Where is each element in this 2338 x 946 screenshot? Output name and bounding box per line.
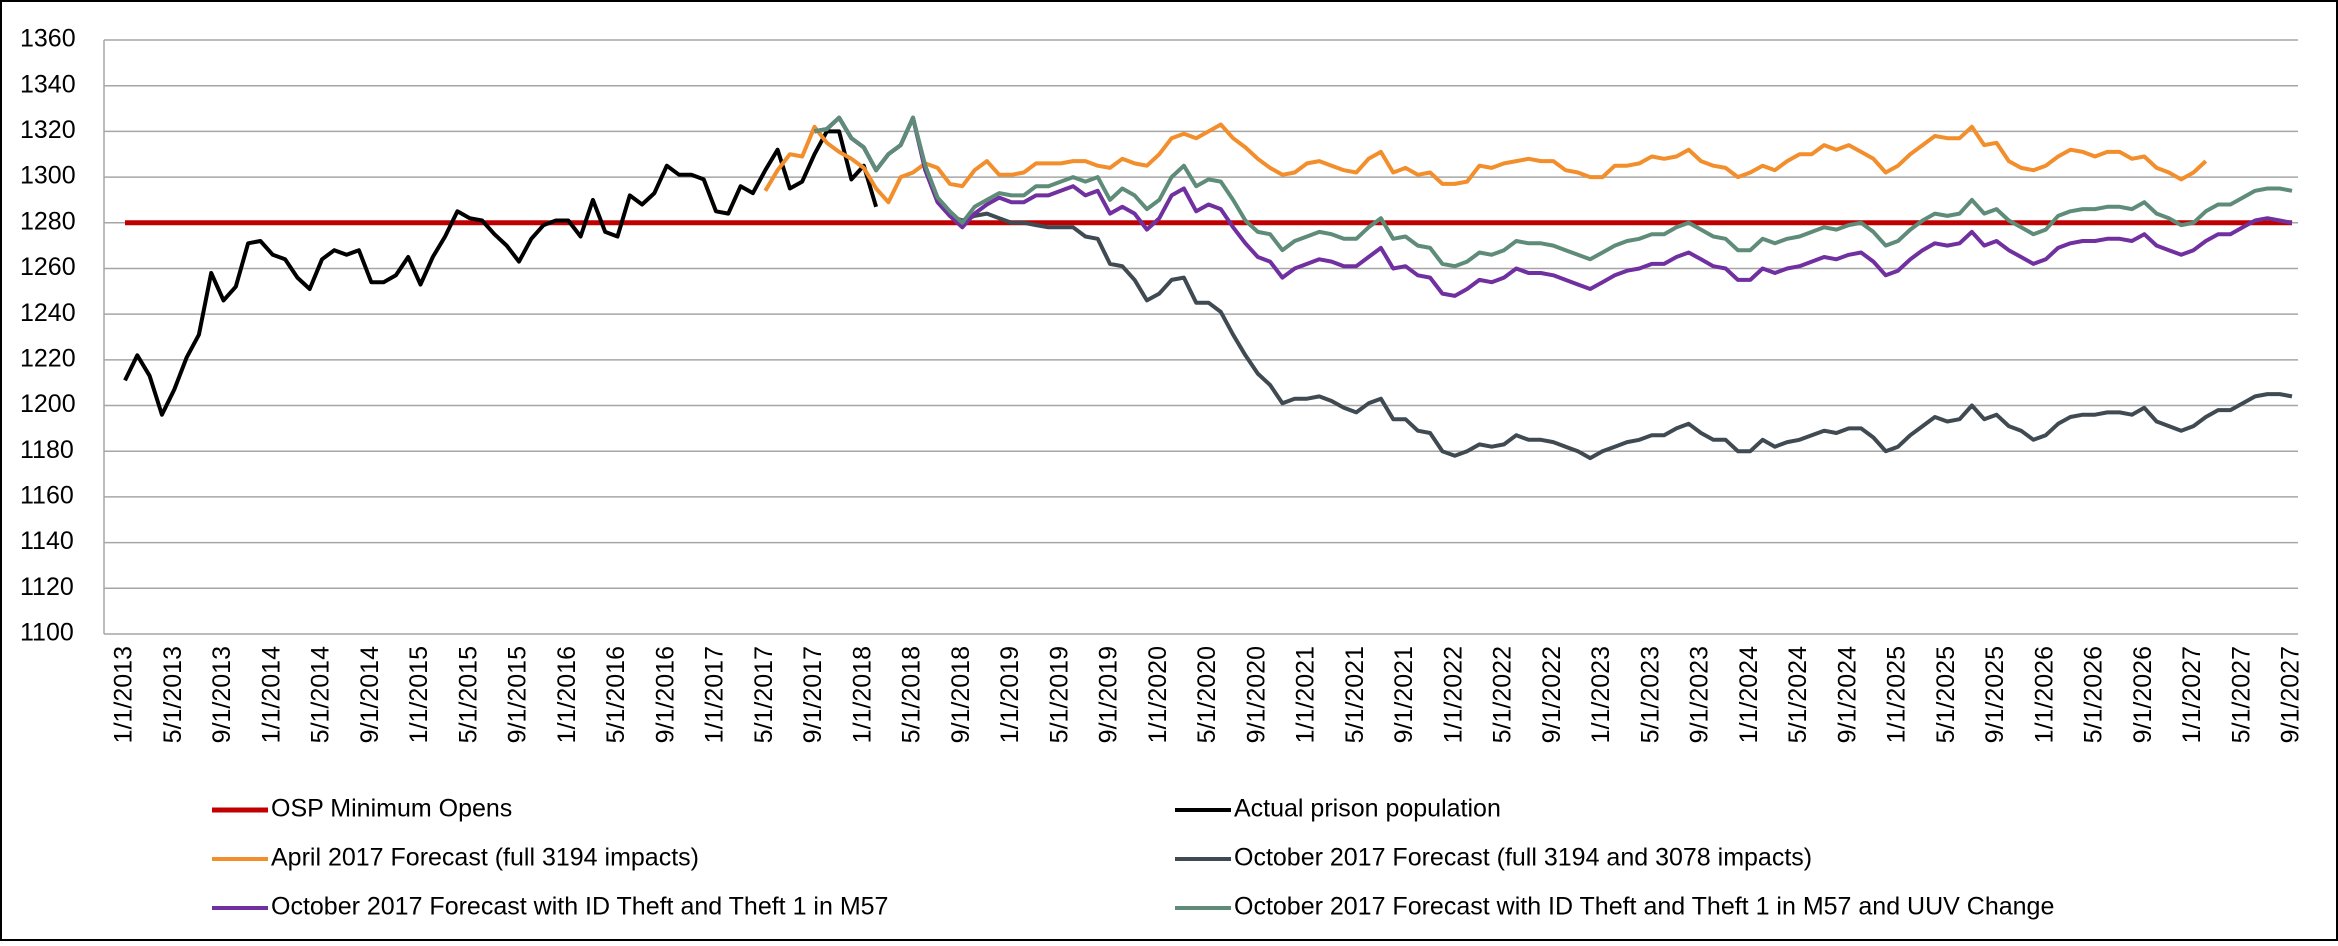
y-tick-label: 1300 (20, 162, 76, 190)
x-tick-label: 5/1/2022 (1489, 646, 1517, 743)
y-tick-label: 1160 (20, 482, 74, 510)
x-tick-label: 5/1/2024 (1784, 646, 1812, 743)
x-tick-label: 9/1/2026 (2129, 646, 2157, 743)
legend-label: OSP Minimum Opens (271, 795, 512, 823)
x-tick-label: 9/1/2019 (1095, 646, 1123, 743)
x-tick-label: 1/1/2027 (2178, 646, 2206, 743)
x-tick-label: 5/1/2019 (1045, 646, 1073, 743)
x-tick-label: 1/1/2026 (2030, 646, 2058, 743)
y-tick-label: 1120 (20, 573, 74, 601)
x-tick-label: 5/1/2025 (1932, 646, 1960, 743)
x-tick-label: 1/1/2025 (1883, 646, 1911, 743)
y-tick-label: 1180 (20, 436, 74, 464)
y-tick-label: 1280 (20, 207, 76, 235)
x-tick-label: 5/1/2027 (2227, 646, 2255, 743)
legend-label: October 2017 Forecast with ID Theft and … (271, 893, 888, 921)
y-tick-label: 1140 (20, 527, 74, 555)
y-tick-label: 1220 (20, 344, 76, 372)
x-tick-label: 9/1/2024 (1833, 646, 1861, 743)
x-tick-label: 9/1/2016 (651, 646, 679, 743)
x-tick-label: 9/1/2023 (1686, 646, 1714, 743)
x-tick-label: 5/1/2016 (602, 646, 630, 743)
x-tick-label: 5/1/2023 (1636, 646, 1664, 743)
x-tick-label: 1/1/2014 (257, 646, 285, 743)
series-line (814, 115, 2293, 298)
legend-label: October 2017 Forecast with ID Theft and … (1234, 893, 2054, 921)
series-line (123, 129, 879, 417)
y-tick-label: 1320 (20, 116, 76, 144)
x-tick-label: 5/1/2020 (1193, 646, 1221, 743)
y-tick-label: 1260 (20, 253, 76, 281)
series-line (763, 122, 2208, 205)
x-tick-label: 5/1/2026 (2080, 646, 2108, 743)
x-tick-label: 9/1/2022 (1538, 646, 1566, 743)
y-tick-label: 1240 (20, 299, 76, 327)
x-tick-label: 9/1/2018 (947, 646, 975, 743)
x-tick-label: 5/1/2021 (1341, 646, 1369, 743)
x-tick-label: 5/1/2014 (307, 646, 335, 743)
x-tick-label: 9/1/2015 (504, 646, 532, 743)
x-tick-label: 1/1/2022 (1439, 646, 1467, 743)
x-tick-label: 5/1/2017 (750, 646, 778, 743)
x-tick-label: 5/1/2018 (898, 646, 926, 743)
series-line (814, 115, 2293, 269)
legend-label: October 2017 Forecast (full 3194 and 307… (1234, 844, 1812, 872)
x-tick-label: 9/1/2014 (356, 646, 384, 743)
x-tick-label: 9/1/2025 (1981, 646, 2009, 743)
x-tick-label: 5/1/2015 (454, 646, 482, 743)
x-tick-label: 9/1/2017 (799, 646, 827, 743)
y-tick-label: 1100 (20, 619, 74, 647)
y-tick-label: 1340 (20, 70, 76, 98)
x-tick-label: 1/1/2017 (701, 646, 729, 743)
x-tick-label: 1/1/2024 (1735, 646, 1763, 743)
x-tick-label: 9/1/2020 (1242, 646, 1270, 743)
legend-label: Actual prison population (1234, 795, 1501, 823)
x-tick-label: 9/1/2013 (208, 646, 236, 743)
x-tick-label: 1/1/2019 (996, 646, 1024, 743)
x-tick-label: 9/1/2027 (2277, 646, 2305, 743)
x-tick-label: 1/1/2018 (848, 646, 876, 743)
x-tick-label: 1/1/2023 (1587, 646, 1615, 743)
x-tick-label: 1/1/2013 (110, 646, 138, 743)
x-tick-label: 1/1/2020 (1144, 646, 1172, 743)
x-tick-label: 1/1/2015 (405, 646, 433, 743)
series-line (814, 115, 2293, 461)
x-tick-label: 5/1/2013 (159, 646, 187, 743)
x-tick-label: 1/1/2016 (553, 646, 581, 743)
y-tick-label: 1200 (20, 390, 76, 418)
x-tick-label: 1/1/2021 (1292, 646, 1320, 743)
legend-label: April 2017 Forecast (full 3194 impacts) (271, 844, 699, 872)
x-tick-label: 9/1/2021 (1390, 646, 1418, 743)
y-tick-label: 1360 (20, 25, 76, 53)
